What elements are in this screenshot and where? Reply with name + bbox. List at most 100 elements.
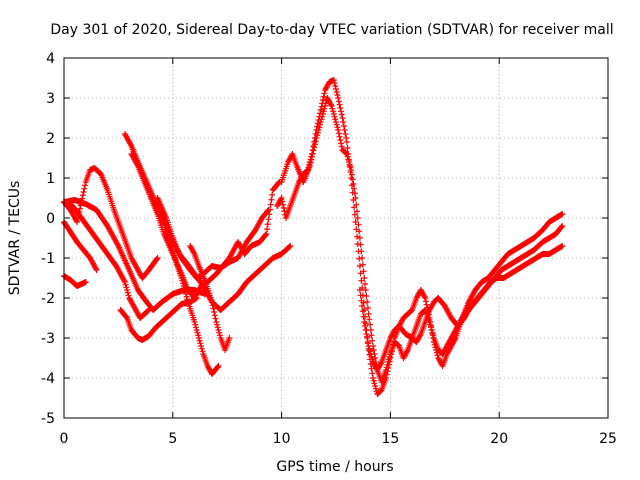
data-point-marker [427, 321, 434, 328]
series-track-14 [356, 243, 566, 373]
data-point-marker [215, 327, 222, 333]
data-point-marker [226, 335, 233, 341]
y-tick-label: 4 [46, 51, 55, 67]
data-point-marker [365, 311, 372, 317]
data-point-marker [351, 211, 358, 218]
data-point-marker [163, 227, 170, 233]
data-point-marker [342, 131, 349, 137]
data-point-marker [306, 163, 313, 169]
data-point-marker [430, 332, 437, 339]
data-point-marker [358, 297, 365, 304]
data-point-marker [343, 150, 350, 157]
data-point-marker [162, 224, 169, 231]
data-point-marker [360, 313, 367, 320]
data-point-marker [180, 283, 187, 289]
data-point-marker [367, 348, 374, 355]
data-point-marker [190, 249, 197, 256]
data-point-marker [209, 302, 216, 309]
data-point-marker [127, 141, 134, 148]
data-point-marker [199, 348, 206, 355]
data-point-marker [383, 367, 390, 373]
data-point-marker [428, 324, 435, 331]
data-point-marker [367, 351, 374, 357]
data-point-marker [421, 293, 428, 300]
data-point-marker [335, 127, 342, 133]
data-point-marker [192, 321, 199, 328]
data-point-marker [361, 275, 368, 281]
data-point-marker [214, 324, 221, 331]
data-point-marker [134, 161, 141, 168]
data-point-marker [154, 255, 161, 261]
data-point-marker [337, 137, 344, 143]
data-point-marker [559, 211, 566, 217]
data-point-marker [308, 156, 315, 163]
data-point-marker [429, 329, 436, 336]
data-point-marker [266, 211, 273, 218]
data-point-marker [328, 103, 335, 109]
data-point-marker [364, 335, 371, 341]
data-point-marker [334, 124, 341, 131]
data-point-marker [333, 119, 339, 125]
data-point-marker [197, 340, 204, 347]
data-point-marker [280, 201, 287, 208]
data-point-marker [321, 105, 328, 112]
data-point-marker [346, 161, 353, 168]
data-point-marker [216, 329, 223, 336]
data-point-marker [339, 115, 346, 121]
data-point-marker [369, 337, 376, 344]
data-point-marker [309, 150, 316, 157]
data-point-marker [368, 353, 375, 360]
data-point-marker [158, 211, 165, 217]
data-point-marker [370, 347, 377, 353]
data-point-marker [336, 133, 343, 140]
data-point-marker [320, 108, 327, 115]
data-point-marker [213, 319, 220, 325]
data-point-marker [362, 327, 369, 333]
data-point-marker [193, 327, 200, 333]
data-point-marker [182, 291, 189, 297]
data-point-marker [370, 377, 377, 384]
data-point-marker [343, 135, 350, 141]
data-point-marker [310, 147, 317, 154]
data-point-marker [357, 241, 364, 248]
y-tick-label: -5 [41, 411, 55, 427]
data-point-marker [191, 319, 198, 325]
data-point-marker [279, 198, 286, 205]
data-point-marker [123, 284, 130, 291]
data-point-marker [212, 315, 219, 322]
data-point-marker [309, 153, 316, 160]
data-point-marker [359, 261, 366, 268]
y-tick-label: -3 [41, 331, 55, 347]
data-point-marker [369, 370, 376, 377]
data-point-marker [193, 324, 200, 331]
data-point-marker [417, 332, 424, 339]
data-point-marker [354, 215, 361, 221]
series-track-12 [274, 77, 566, 397]
y-tick-label: -2 [41, 291, 55, 307]
data-point-marker [159, 213, 166, 220]
data-point-marker [196, 337, 203, 344]
data-point-marker [340, 123, 347, 129]
data-point-marker [164, 232, 171, 239]
data-point-marker [422, 298, 429, 305]
data-point-marker [327, 101, 334, 108]
data-point-marker [278, 195, 285, 201]
series-track-9 [154, 195, 294, 313]
x-axis-label: GPS time / hours [276, 459, 393, 475]
data-point-marker [332, 116, 339, 123]
data-point-marker [356, 255, 363, 262]
data-point-marker [338, 143, 345, 150]
data-point-marker [314, 132, 321, 139]
data-point-marker [367, 321, 374, 328]
data-point-marker [79, 192, 86, 199]
data-point-marker [372, 383, 379, 389]
data-point-marker [368, 365, 375, 372]
data-point-marker [332, 83, 339, 89]
data-point-marker [362, 287, 369, 293]
data-point-marker [269, 191, 276, 198]
data-point-marker [161, 221, 168, 228]
x-tick-label: 5 [168, 431, 177, 447]
data-point-marker [352, 219, 359, 225]
data-point-marker [385, 356, 392, 363]
data-point-marker [359, 303, 366, 309]
